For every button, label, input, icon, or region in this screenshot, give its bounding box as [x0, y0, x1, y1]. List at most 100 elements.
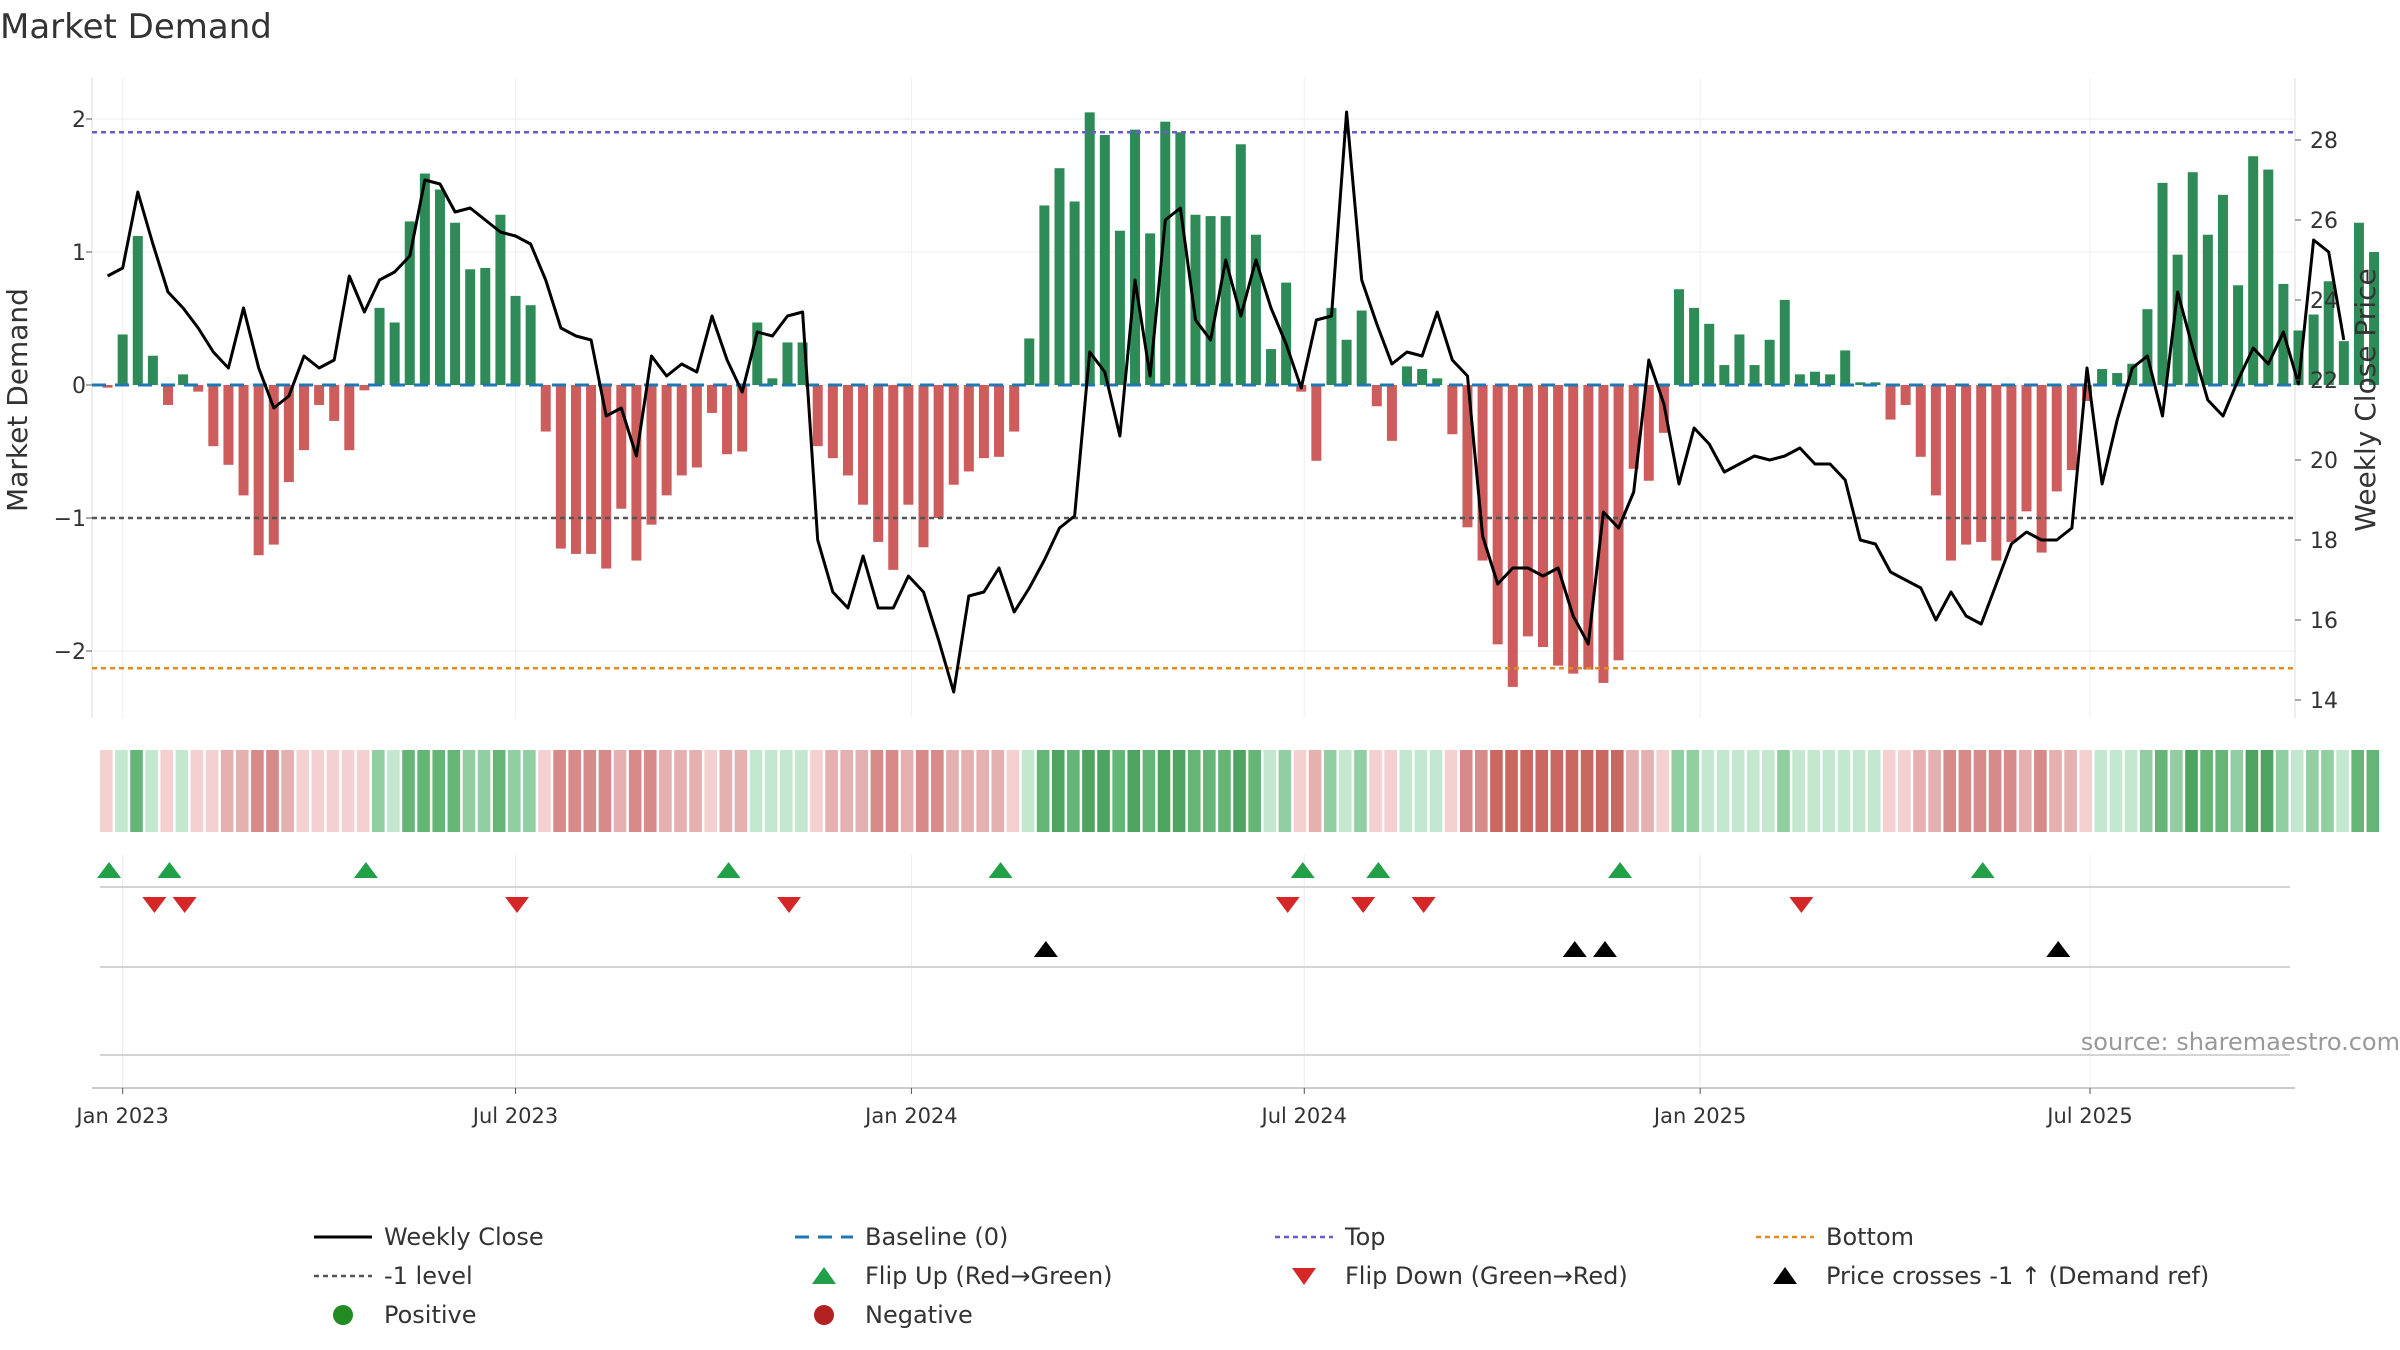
x-tick-label: Jan 2023 [74, 1104, 169, 1128]
heat-cell [795, 750, 808, 832]
demand-bar [1145, 233, 1156, 385]
demand-bar [162, 385, 173, 405]
demand-bar [1054, 168, 1065, 385]
demand-bar [1160, 121, 1171, 385]
heat-cell [2034, 750, 2047, 832]
heat-cell [553, 750, 566, 832]
heat-cell [1852, 750, 1866, 832]
demand-bar [1326, 307, 1337, 385]
legend-item-minus1: -1 level [314, 1262, 473, 1290]
demand-bar [1915, 385, 1926, 457]
heat-cell [1641, 750, 1654, 832]
demand-bar [691, 385, 702, 468]
demand-bar [978, 385, 989, 459]
demand-bar [253, 385, 264, 556]
flip-up-swatch [812, 1267, 836, 1284]
heat-cell [1142, 750, 1156, 832]
heat-cell [2230, 750, 2244, 832]
demand-bar [963, 385, 974, 472]
flip-up-marker [157, 862, 182, 878]
demand-bar [2021, 385, 2032, 512]
demand-bar [782, 342, 793, 385]
heat-cell [840, 750, 853, 832]
heat-cell [2003, 750, 2017, 832]
x-tick-label: Jan 2024 [863, 1104, 958, 1128]
heat-cell [1611, 750, 1624, 832]
demand-bar [1175, 132, 1186, 385]
demand-bar [2112, 373, 2123, 385]
demand-bar [737, 385, 748, 452]
demand-bar [1749, 365, 1760, 385]
heat-cell [643, 750, 657, 832]
demand-bar [994, 385, 1005, 457]
heat-cell [1882, 750, 1896, 832]
demand-bar [1538, 385, 1549, 648]
heat-cell [991, 750, 1005, 832]
demand-bar [2263, 169, 2274, 385]
demand-bar [1190, 214, 1201, 385]
heat-cell [1036, 750, 1050, 832]
heat-cell [1293, 750, 1307, 832]
demand-bar [797, 342, 808, 385]
demand-bar [1492, 385, 1503, 645]
heat-cell [1082, 750, 1095, 832]
heat-cell [1913, 750, 1926, 832]
heat-cell [281, 750, 294, 832]
flip-up-marker [353, 862, 378, 878]
flip-down-marker [1789, 897, 1814, 913]
left-axis-label: Market Demand [1, 288, 34, 512]
heat-cell [1369, 750, 1382, 832]
demand-bar [1809, 371, 1820, 385]
right-tick-label: 18 [2310, 529, 2338, 554]
demand-bar [389, 322, 400, 385]
heat-cell [613, 750, 627, 832]
demand-bar [1281, 282, 1292, 385]
demand-bar [1220, 216, 1231, 385]
demand-bar [1598, 385, 1609, 683]
demand-bar [676, 385, 687, 476]
heat-cell [1475, 750, 1488, 832]
demand-bar [752, 322, 763, 385]
demand-bar [1039, 205, 1050, 385]
demand-bar [722, 385, 733, 455]
demand-bar [631, 385, 642, 561]
legend-label: Baseline (0) [865, 1223, 1008, 1251]
heat-cell [2185, 750, 2198, 832]
demand-bar [2323, 281, 2334, 385]
demand-bar [2157, 182, 2168, 385]
demand-bar [480, 267, 491, 385]
legend-item-flipdown: Flip Down (Green→Red) [1292, 1262, 1628, 1290]
heat-cell [1595, 750, 1609, 832]
heat-cell [1746, 750, 1760, 832]
demand-bar [2202, 234, 2213, 385]
heat-cell [1731, 750, 1745, 832]
heat-cell [115, 750, 128, 832]
demand-bar [1568, 385, 1579, 674]
heat-cell [1928, 750, 1941, 832]
demand-bar [434, 189, 445, 385]
price-cross-marker [1033, 941, 1058, 957]
heat-cell [2079, 750, 2093, 832]
heat-cell [628, 750, 642, 832]
legend-item-cross: Price crosses -1 ↑ (Demand ref) [1773, 1262, 2209, 1290]
heat-cell [1671, 750, 1685, 832]
right-axis-label: Weekly Close Price [2349, 268, 2382, 531]
heat-cell [1867, 750, 1881, 832]
heat-cell [1777, 750, 1790, 832]
demand-bar [1825, 374, 1836, 385]
demand-bar [223, 385, 234, 465]
demand-bar [2248, 156, 2259, 385]
heat-cell [477, 750, 491, 832]
heat-cell [2170, 750, 2183, 832]
heat-cell [1490, 750, 1503, 832]
heat-cell [1762, 750, 1775, 832]
heat-cell [1263, 750, 1277, 832]
demand-bar [586, 385, 597, 554]
demand-bar [1130, 129, 1141, 385]
x-tick-label: Jul 2023 [471, 1104, 558, 1128]
demand-bar [1386, 385, 1397, 441]
heat-cell [1459, 750, 1473, 832]
demand-bar [238, 385, 249, 496]
demand-bar [1462, 385, 1473, 528]
demand-bar [1114, 230, 1125, 385]
